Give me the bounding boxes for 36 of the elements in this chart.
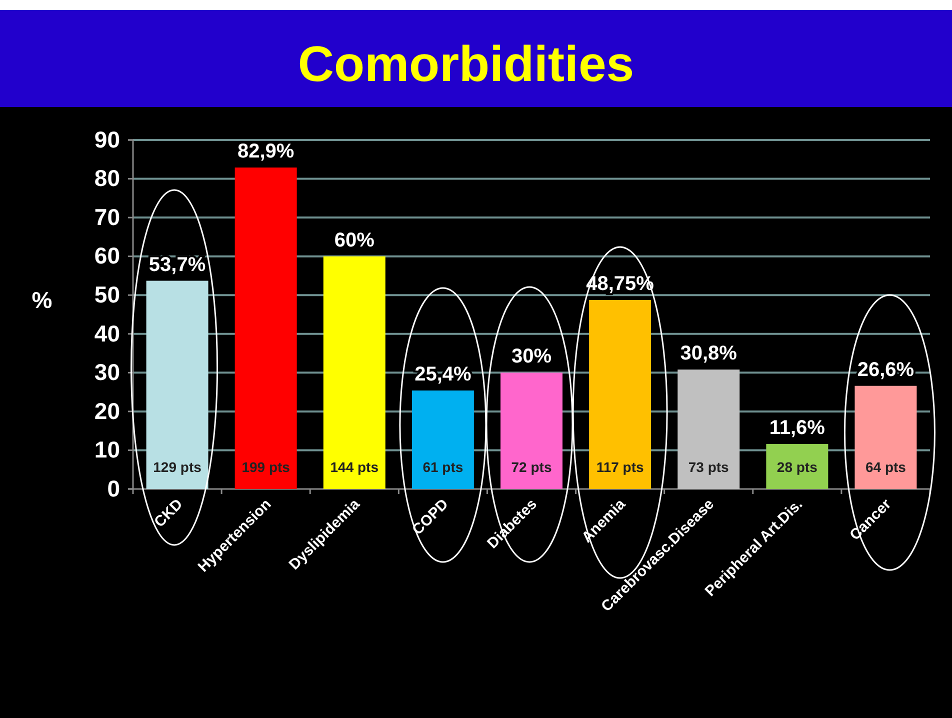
data-label: 11,6% (769, 417, 826, 440)
bar (589, 300, 652, 489)
annotation: 199 pts (242, 458, 290, 475)
bar (234, 168, 297, 489)
chart-title: Comorbidities (298, 36, 634, 92)
y-tick-label: 80 (94, 165, 120, 192)
data-label: 82,9% (237, 140, 294, 163)
annotation: 61 pts (422, 458, 464, 475)
annotation: 73 pts (688, 458, 730, 475)
y-tick-label: 90 (94, 126, 120, 152)
y-tick-label: 0 (107, 475, 120, 502)
annotation: 72 pts (511, 458, 552, 475)
y-axis-title: % (32, 287, 52, 313)
data-label: 60% (334, 229, 375, 252)
bar (678, 370, 740, 489)
bar (323, 256, 386, 489)
y-tick-label: 30 (94, 359, 120, 386)
annotation: 117 pts (596, 458, 644, 475)
bar (412, 390, 474, 489)
y-tick-label: 50 (94, 281, 120, 308)
y-tick-label: 20 (94, 398, 120, 424)
y-tick-label: 40 (94, 320, 120, 346)
bar (500, 372, 562, 489)
bar (766, 444, 828, 489)
y-tick-label: 70 (94, 204, 120, 230)
y-tick-label: 10 (94, 436, 120, 463)
annotation: 144 pts (330, 458, 379, 475)
bar (146, 280, 208, 489)
annotation: 129 pts (153, 458, 202, 475)
data-label: 53,7% (148, 254, 206, 276)
data-label: 30% (511, 346, 552, 368)
bar (854, 386, 917, 489)
annotation: 64 pts (865, 458, 906, 475)
y-tick-label: 60 (94, 242, 120, 269)
annotation: 28 pts (776, 458, 818, 475)
data-label: 30,8% (680, 342, 738, 365)
